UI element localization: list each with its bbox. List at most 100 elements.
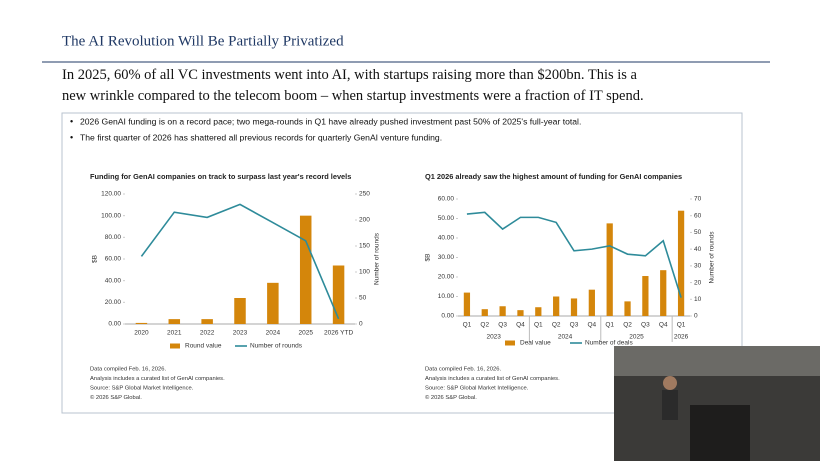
line bbox=[466, 211, 682, 298]
bar bbox=[553, 296, 560, 316]
bullet: The first quarter of 2026 has shattered … bbox=[80, 132, 442, 142]
y2-tick-label: 150 bbox=[359, 243, 370, 250]
y2-axis-label: Number of rounds bbox=[709, 231, 716, 284]
x-tick-label: 2024 bbox=[266, 330, 281, 337]
y-tick-label: 80.00 bbox=[105, 234, 122, 241]
x-tick-label: 2022 bbox=[200, 330, 215, 337]
bar bbox=[677, 210, 685, 316]
line bbox=[140, 203, 340, 320]
chart-note: Source: S&P Global Market Intelligence. bbox=[425, 386, 529, 392]
y-tick-label: 20.00 bbox=[438, 274, 455, 281]
x-group-label: 2024 bbox=[558, 334, 573, 341]
bar bbox=[570, 298, 578, 316]
bar bbox=[332, 265, 345, 324]
chart-note: Source: S&P Global Market Intelligence. bbox=[90, 386, 194, 392]
bar bbox=[642, 276, 649, 316]
y-tick-label: 100.00 bbox=[101, 212, 121, 219]
legend-swatch bbox=[505, 340, 515, 346]
bar bbox=[481, 309, 488, 316]
y-tick-label: 60.00 bbox=[438, 196, 455, 203]
bar bbox=[135, 322, 148, 324]
bar bbox=[517, 310, 524, 316]
y2-axis-label: Number of rounds bbox=[374, 232, 381, 285]
y2-tick-label: 10 bbox=[694, 296, 702, 303]
bar bbox=[606, 223, 613, 316]
x-tick-label: Q1 bbox=[677, 322, 686, 329]
headline: In 2025, 60% of all VC investments went … bbox=[62, 67, 644, 104]
bar bbox=[234, 298, 246, 324]
y-tick-label: 60.00 bbox=[105, 256, 122, 263]
legend-label: Number of rounds bbox=[250, 343, 303, 350]
chart-note: © 2026 S&P Global. bbox=[425, 394, 477, 401]
x-group-label: 2023 bbox=[486, 334, 501, 341]
bar bbox=[624, 301, 631, 316]
y-axis-label: $B bbox=[425, 254, 432, 262]
bullet-dot: • bbox=[70, 116, 73, 126]
legend-label: Deal value bbox=[520, 340, 551, 347]
video-podium bbox=[690, 405, 750, 461]
y-tick-label: 10.00 bbox=[438, 293, 455, 300]
bar bbox=[267, 282, 279, 324]
bullet-dot: • bbox=[70, 132, 73, 142]
legend-label: Round value bbox=[185, 343, 222, 350]
y-tick-label: 50.00 bbox=[438, 215, 455, 222]
y-tick-label: 40.00 bbox=[438, 235, 455, 242]
y-tick-label: 0.00 bbox=[441, 313, 454, 320]
y2-tick-label: 60 bbox=[694, 212, 702, 219]
bar bbox=[660, 270, 667, 316]
y2-tick-label: 20 bbox=[694, 279, 702, 286]
video-speaker-body bbox=[662, 390, 678, 420]
y-tick-label: 0.00 bbox=[108, 321, 121, 328]
x-tick-label: Q3 bbox=[570, 322, 579, 329]
x-tick-label: Q3 bbox=[641, 322, 650, 329]
y-tick-label: 20.00 bbox=[105, 299, 122, 306]
x-tick-label: 2020 bbox=[134, 330, 149, 337]
bar bbox=[588, 289, 595, 316]
chart-note: Data compiled Feb. 16, 2026. bbox=[90, 367, 166, 373]
video-speaker bbox=[663, 376, 677, 390]
x-tick-label: Q4 bbox=[588, 322, 597, 329]
video-screen bbox=[614, 346, 820, 376]
bar bbox=[463, 292, 471, 316]
chart-note: Data compiled Feb. 16, 2026. bbox=[425, 367, 501, 373]
bullet: 2026 GenAI funding is on a record pace; … bbox=[80, 116, 581, 126]
bar bbox=[535, 307, 542, 316]
content-box bbox=[61, 112, 743, 414]
bar bbox=[499, 306, 506, 316]
y2-tick-label: 100 bbox=[359, 269, 370, 276]
chart-title: Q1 2026 already saw the highest amount o… bbox=[425, 172, 682, 181]
y-tick-label: 120.00 bbox=[101, 191, 121, 198]
y2-tick-label: 50 bbox=[694, 229, 702, 236]
x-tick-label: 2025 bbox=[298, 330, 313, 337]
chart-note: Analysis includes a curated list of GenA… bbox=[90, 376, 225, 382]
x-tick-label: 2023 bbox=[233, 330, 248, 337]
y2-tick-label: 0 bbox=[359, 321, 363, 328]
legend-swatch bbox=[170, 343, 180, 349]
bar bbox=[299, 215, 312, 324]
x-tick-label: Q2 bbox=[623, 322, 632, 329]
chart-note: Analysis includes a curated list of GenA… bbox=[425, 376, 560, 382]
x-tick-label: 2021 bbox=[167, 330, 182, 337]
y2-tick-label: 50 bbox=[359, 295, 367, 302]
chart-note: © 2026 S&P Global. bbox=[90, 394, 142, 401]
y2-tick-label: 200 bbox=[359, 217, 370, 224]
x-tick-label: Q1 bbox=[534, 322, 543, 329]
bar bbox=[201, 319, 213, 324]
chart-title: Funding for GenAI companies on track to … bbox=[90, 172, 351, 181]
x-tick-label: Q1 bbox=[463, 322, 472, 329]
x-group-label: 2026 bbox=[674, 334, 689, 341]
y-tick-label: 30.00 bbox=[438, 254, 455, 261]
x-tick-label: Q4 bbox=[516, 322, 525, 329]
y-axis-label: $B bbox=[92, 255, 99, 263]
y-tick-label: 40.00 bbox=[105, 277, 122, 284]
y2-tick-label: 0 bbox=[694, 313, 698, 320]
y2-tick-label: 30 bbox=[694, 263, 702, 270]
y2-tick-label: 40 bbox=[694, 246, 702, 253]
x-tick-label: 2026 YTD bbox=[324, 330, 353, 337]
x-tick-label: Q2 bbox=[480, 322, 489, 329]
x-group-label: 2025 bbox=[629, 334, 644, 341]
x-tick-label: Q2 bbox=[552, 322, 561, 329]
legend-label: Number of deals bbox=[585, 340, 633, 347]
x-tick-label: Q1 bbox=[605, 322, 614, 329]
